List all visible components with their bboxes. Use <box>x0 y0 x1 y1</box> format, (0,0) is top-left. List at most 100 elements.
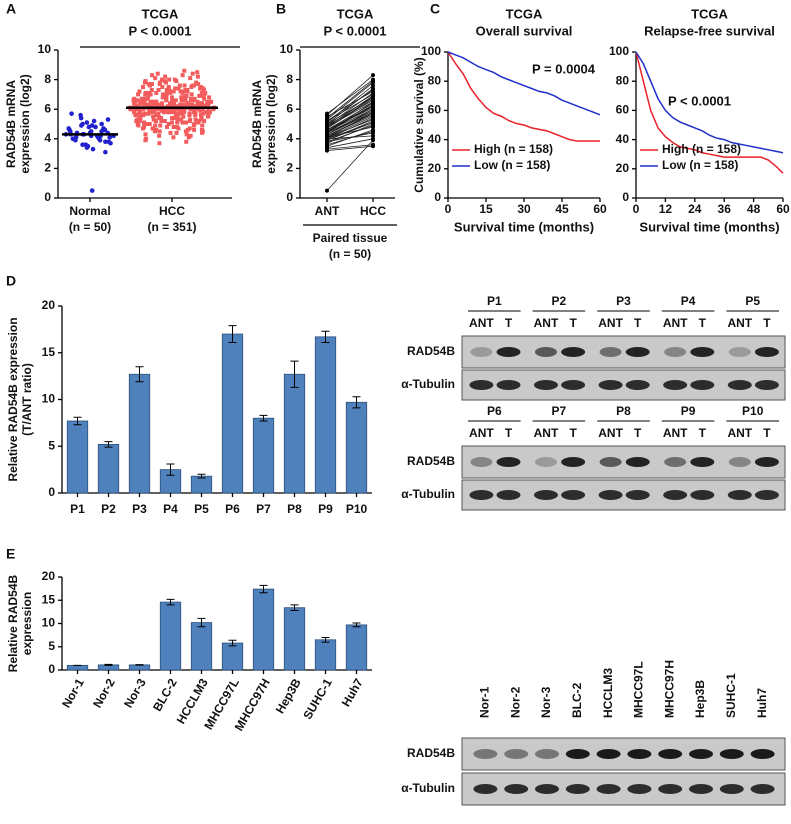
blot-band <box>625 457 650 467</box>
point <box>137 89 142 94</box>
blot-band <box>750 784 775 794</box>
y-tick-label: 10 <box>42 616 56 630</box>
point <box>168 130 173 135</box>
survival-curve <box>447 51 601 116</box>
y-tick-label: 0 <box>286 190 293 204</box>
lane-label: T <box>569 316 577 330</box>
blot-band <box>689 784 713 794</box>
point <box>160 95 165 100</box>
panel-letter: B <box>276 1 286 17</box>
point <box>177 117 182 122</box>
point <box>325 122 329 126</box>
point <box>150 73 155 78</box>
point <box>106 139 111 145</box>
point <box>183 129 188 134</box>
sample-label: P7 <box>552 404 567 418</box>
x-tick-label: P10 <box>346 502 368 516</box>
point <box>196 82 201 87</box>
y-axis-title: Cumulative survival (%) <box>412 57 426 192</box>
point <box>131 98 136 103</box>
pair-line <box>326 102 374 131</box>
point <box>80 121 85 127</box>
point <box>174 130 179 135</box>
point <box>325 111 329 116</box>
point <box>164 92 169 97</box>
point <box>199 90 204 95</box>
point <box>184 102 189 107</box>
point <box>166 87 171 92</box>
y-tick-label: 2 <box>286 161 293 175</box>
error-bar <box>166 463 175 476</box>
point <box>157 82 162 87</box>
point <box>155 102 160 107</box>
sample-label: P2 <box>552 294 567 308</box>
legend-label: Low (n = 158) <box>474 158 550 172</box>
y-tick-label: 8 <box>286 72 293 86</box>
x-tick-label: 60 <box>776 202 790 216</box>
point <box>143 132 148 137</box>
point <box>143 96 148 101</box>
pair-line <box>326 119 374 138</box>
point <box>163 80 168 85</box>
point <box>171 110 176 115</box>
point <box>159 77 164 82</box>
pair-line <box>326 79 374 114</box>
point <box>188 133 193 138</box>
point <box>206 108 211 113</box>
y-tick-label: 60 <box>616 103 630 117</box>
point <box>135 98 140 103</box>
point <box>137 119 142 124</box>
point <box>200 123 205 128</box>
y-tick-label: 100 <box>421 44 441 58</box>
blot-band <box>561 490 586 500</box>
bar <box>66 420 89 494</box>
blot-band <box>627 749 652 759</box>
point <box>198 108 203 113</box>
x-tick-label: Nor-1 <box>59 676 87 710</box>
pair-line <box>326 97 374 125</box>
lane-label: ANT <box>598 426 623 440</box>
bar <box>345 401 368 494</box>
blot-band <box>561 380 586 390</box>
bar <box>128 664 151 671</box>
point <box>190 71 195 76</box>
y-axis-title: expression (log2) <box>18 74 32 173</box>
point <box>371 99 375 104</box>
error-bar <box>259 584 268 594</box>
point <box>157 133 162 138</box>
x-axis-title: Paired tissue <box>313 231 388 245</box>
point <box>194 107 199 112</box>
point <box>151 114 156 119</box>
x-tick-label: Hep3B <box>273 676 304 716</box>
blot-band <box>658 749 683 759</box>
error-bar <box>290 604 299 611</box>
lane-label: ANT <box>469 316 494 330</box>
blot-band <box>565 749 590 759</box>
x-tick-label: HCC <box>360 204 386 218</box>
y-tick-label: 5 <box>48 639 55 653</box>
y-tick-label: 4 <box>44 131 51 145</box>
survival-curve <box>447 51 600 142</box>
blot-band <box>473 749 498 759</box>
point <box>186 104 191 109</box>
point <box>207 95 212 100</box>
lane-label: ANT <box>663 426 688 440</box>
error-bar <box>228 325 237 343</box>
point <box>193 117 198 122</box>
point <box>141 102 146 107</box>
blot-band <box>754 457 779 467</box>
point <box>142 120 146 125</box>
x-tick-label: P9 <box>318 502 333 516</box>
sample-label: P3 <box>616 294 631 308</box>
point <box>192 96 197 101</box>
point <box>175 120 180 125</box>
point <box>371 117 375 122</box>
point <box>195 74 200 79</box>
x-tick-label: 60 <box>593 202 607 216</box>
y-tick-label: 2 <box>44 161 51 175</box>
point <box>325 144 329 149</box>
error-bar <box>104 663 113 666</box>
lane-label: HCCLM3 <box>601 668 615 718</box>
bar <box>221 642 244 671</box>
